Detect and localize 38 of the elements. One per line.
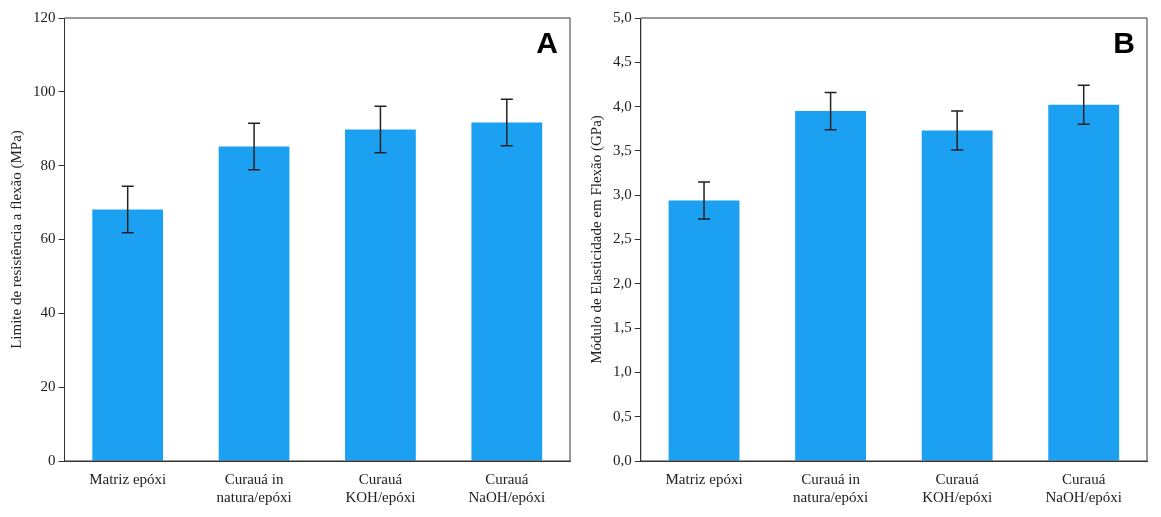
x-tick-label: Curauá NaOH/epóxi (468, 470, 546, 505)
x-tick-label: Matriz epóxi (89, 470, 167, 487)
bar (795, 111, 867, 461)
y-tick-label: 1,0 (613, 363, 632, 380)
y-tick-label: 1,5 (613, 319, 632, 336)
bar (92, 209, 164, 461)
y-tick-label: 3,0 (613, 186, 632, 203)
y-tick-label: 100 (33, 82, 56, 99)
y-tick-label: 5,0 (613, 8, 632, 25)
x-tick-label: Curauá in natura/epóxi (793, 470, 869, 505)
x-tick-label: Curauá KOH/epóxi (345, 470, 416, 505)
y-axis-title: Módulo de Elasticidade em Flexão (GPa) (587, 115, 605, 364)
y-tick-label: 20 (40, 378, 56, 395)
x-tick-label: Matriz epóxi (665, 470, 743, 487)
bar (921, 130, 993, 461)
y-tick-label: 4,0 (613, 97, 632, 114)
y-tick-label: 0,0 (613, 451, 632, 468)
y-axis-title: Limite de resistência a flexão (MPa) (7, 130, 25, 349)
y-tick-label: 4,5 (613, 53, 632, 70)
bar (471, 122, 543, 461)
bar (218, 146, 290, 461)
annotation: B (1113, 26, 1135, 60)
y-tick-label: 40 (40, 304, 56, 321)
y-tick-label: 3,5 (613, 141, 632, 158)
bar (1048, 104, 1120, 461)
y-tick-label: 2,0 (613, 274, 632, 291)
bar (668, 200, 740, 461)
x-tick-label: Curauá KOH/epóxi (922, 470, 993, 505)
y-tick-label: 120 (33, 8, 56, 25)
y-tick-label: 0,5 (613, 407, 632, 424)
y-tick-label: 60 (40, 230, 56, 247)
x-tick-label: Curauá NaOH/epóxi (1045, 470, 1123, 505)
y-tick-label: 2,5 (613, 230, 632, 247)
x-tick-label: Curauá in natura/epóxi (216, 470, 292, 505)
bar (345, 129, 416, 461)
y-tick-label: 80 (40, 156, 56, 173)
y-tick-label: 0 (48, 451, 56, 468)
annotation: A (536, 26, 558, 60)
